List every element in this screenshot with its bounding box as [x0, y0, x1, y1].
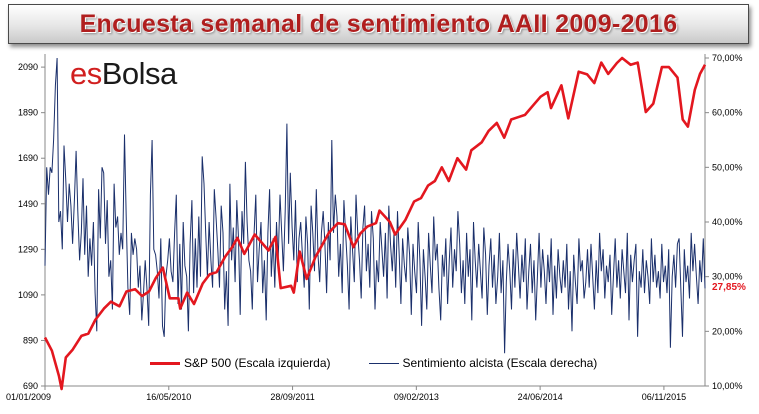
esbolsa-logo: esBolsa — [70, 56, 177, 92]
legend-swatch-sp500 — [150, 361, 180, 365]
legend-label-sp500: S&P 500 (Escala izquierda) — [184, 356, 331, 370]
right-tick-label: 30,00% — [712, 272, 743, 282]
right-tick-label: 50,00% — [712, 162, 743, 172]
chart-title: Encuesta semanal de sentimiento AAII 200… — [79, 9, 678, 38]
logo-prefix: es — [70, 56, 102, 91]
legend: S&P 500 (Escala izquierda) Sentimiento a… — [150, 356, 597, 370]
right-tick-label: 70,00% — [712, 53, 743, 63]
left-tick-label: 1090 — [18, 290, 38, 300]
left-tick-label: 1690 — [18, 153, 38, 163]
sp500-series — [43, 56, 707, 391]
logo-suffix: Bolsa — [101, 56, 178, 91]
sentiment-line — [44, 57, 706, 354]
left-tick-label: 1890 — [18, 108, 38, 118]
left-tick-label: 890 — [23, 335, 38, 345]
x-tick-label: 16/05/2010 — [146, 392, 191, 402]
x-tick-label: 01/01/2009 — [6, 392, 51, 402]
right-tick-label: 10,00% — [712, 381, 743, 391]
axes: 690 890 1090 1290 1490 1690 1890 2090 10,00% 20,0… — [6, 53, 743, 402]
sentiment-series — [44, 57, 706, 354]
left-tick-label: 1490 — [18, 199, 38, 209]
right-tick-label: 40,00% — [712, 217, 743, 227]
legend-item-sp500: S&P 500 (Escala izquierda) — [150, 356, 331, 370]
last-value-label: 27,85% — [712, 282, 746, 293]
legend-item-sentiment: Sentimiento alcista (Escala derecha) — [368, 356, 598, 370]
x-tick-label: 06/11/2015 — [642, 392, 686, 402]
x-tick-label: 28/09/2011 — [270, 392, 314, 402]
x-tick-label: 24/06/2014 — [518, 392, 563, 402]
x-tick-label: 09/02/2013 — [394, 392, 439, 402]
legend-swatch-sentiment — [368, 362, 399, 364]
left-tick-label: 2090 — [18, 62, 38, 72]
right-tick-label: 20,00% — [712, 326, 743, 336]
chart-title-banner: Encuesta semanal de sentimiento AAII 200… — [8, 4, 749, 44]
left-tick-label: 690 — [23, 381, 38, 391]
sp500-line — [43, 56, 707, 391]
legend-label-sentiment: Sentimiento alcista (Escala derecha) — [402, 356, 598, 370]
left-tick-label: 1290 — [18, 244, 38, 254]
right-tick-label: 60,00% — [712, 108, 743, 118]
